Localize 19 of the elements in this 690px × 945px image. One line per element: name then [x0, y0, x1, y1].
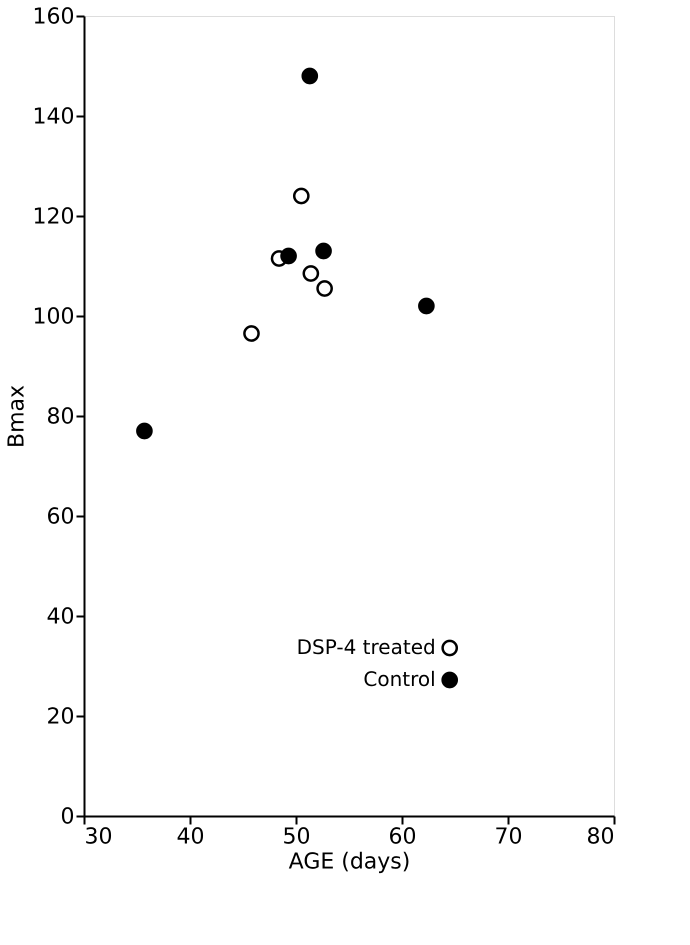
x-tick-label: 50 [282, 824, 310, 850]
legend-label: Control [363, 667, 436, 691]
y-tick-label: 140 [32, 104, 74, 130]
y-tick-label: 160 [32, 4, 74, 30]
y-tick-label: 20 [46, 704, 74, 730]
x-tick-label: 40 [176, 824, 204, 850]
y-tick-label: 100 [32, 304, 74, 330]
y-tick-label: 60 [46, 504, 74, 530]
y-tick-label: 120 [32, 204, 74, 230]
y-axis-title: Bmax [4, 384, 30, 448]
x-tick-label: 80 [586, 824, 614, 850]
x-axis-title: AGE (days) [288, 850, 410, 874]
legend-label: DSP-4 treated [296, 635, 436, 659]
y-tick-label: 40 [46, 604, 74, 630]
y-tick-label: 80 [46, 404, 74, 430]
x-tick-label: 30 [84, 824, 112, 850]
x-tick-label: 60 [388, 824, 416, 850]
x-tick-label: 70 [494, 824, 522, 850]
y-tick-label: 0 [60, 804, 74, 830]
